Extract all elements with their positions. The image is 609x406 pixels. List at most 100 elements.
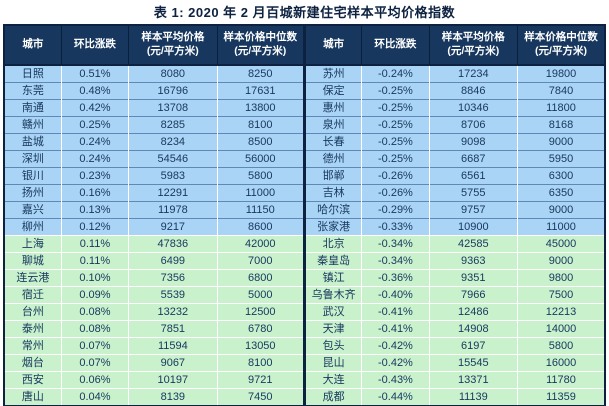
avg-price-cell: 42585 xyxy=(429,235,519,253)
city-cell: 哈尔滨 xyxy=(304,201,363,219)
table-row: 台州 0.08% 13232 12500 武汉 -0.41% 12486 12213 xyxy=(4,303,606,321)
avg-price-cell: 17234 xyxy=(429,64,519,83)
table-row: 赣州 0.25% 8285 8100 泉州 -0.25% 8706 8168 xyxy=(4,116,606,134)
mom-change-cell: 0.48% xyxy=(61,82,130,100)
mom-change-cell: 0.08% xyxy=(61,303,130,321)
median-price-cell: 17631 xyxy=(217,82,306,100)
avg-price-cell: 9067 xyxy=(128,354,218,372)
city-cell: 柳州 xyxy=(4,218,62,236)
median-price-cell: 13800 xyxy=(217,99,306,117)
avg-price-cell: 5983 xyxy=(128,167,218,185)
avg-price-cell: 11139 xyxy=(429,388,519,406)
table-row: 烟台 0.07% 9067 8100 昆山 -0.42% 15545 16000 xyxy=(4,354,606,372)
city-cell: 泰州 xyxy=(4,320,62,338)
median-price-cell: 56000 xyxy=(217,150,306,168)
col-header-city-left: 城市 xyxy=(3,24,62,66)
city-cell: 德州 xyxy=(304,150,363,168)
city-cell: 烟台 xyxy=(4,354,62,372)
mom-change-cell: 0.42% xyxy=(61,99,130,117)
city-cell: 武汉 xyxy=(304,303,363,321)
median-price-cell: 42000 xyxy=(217,235,306,253)
mom-change-cell: -0.40% xyxy=(361,286,430,304)
avg-price-cell: 6687 xyxy=(429,150,519,168)
city-cell: 泉州 xyxy=(304,116,363,134)
mom-change-cell: -0.42% xyxy=(361,337,430,355)
mom-change-cell: 0.12% xyxy=(61,218,130,236)
city-cell: 昆山 xyxy=(304,354,363,372)
city-cell: 长春 xyxy=(304,133,363,151)
table-row: 连云港 0.10% 7356 6800 镇江 -0.36% 9351 9800 xyxy=(4,269,606,287)
median-price-cell: 5000 xyxy=(217,286,306,304)
avg-price-cell: 5755 xyxy=(429,184,519,202)
avg-price-cell: 9217 xyxy=(128,218,218,236)
table-row: 泰州 0.08% 7851 6780 天津 -0.41% 14908 14000 xyxy=(4,320,606,338)
city-cell: 银川 xyxy=(4,167,62,185)
median-price-cell: 6780 xyxy=(217,320,306,338)
mom-change-cell: -0.33% xyxy=(361,218,430,236)
median-price-cell: 45000 xyxy=(517,235,606,253)
median-price-cell: 11000 xyxy=(517,218,606,236)
avg-price-cell: 8706 xyxy=(429,116,519,134)
mom-change-cell: -0.25% xyxy=(361,133,430,151)
avg-price-cell: 8080 xyxy=(128,64,218,83)
mom-change-cell: -0.43% xyxy=(361,371,430,389)
city-cell: 乌鲁木齐 xyxy=(304,286,363,304)
avg-price-cell: 6499 xyxy=(128,252,218,270)
table-row: 唐山 0.04% 8139 7450 成都 -0.44% 11139 11359 xyxy=(4,388,606,406)
mom-change-cell: -0.41% xyxy=(361,320,430,338)
median-price-cell: 5800 xyxy=(217,167,306,185)
mom-change-cell: 0.06% xyxy=(61,371,130,389)
mom-change-cell: -0.25% xyxy=(361,150,430,168)
mom-change-cell: -0.34% xyxy=(361,252,430,270)
city-cell: 秦皇岛 xyxy=(304,252,363,270)
city-cell: 唐山 xyxy=(4,388,62,406)
median-price-cell: 6350 xyxy=(517,184,606,202)
avg-price-cell: 12291 xyxy=(128,184,218,202)
median-price-cell: 11780 xyxy=(517,371,606,389)
avg-price-cell: 13371 xyxy=(429,371,519,389)
mom-change-cell: -0.44% xyxy=(361,388,430,406)
city-cell: 惠州 xyxy=(304,99,363,117)
avg-price-cell: 8139 xyxy=(128,388,218,406)
city-cell: 连云港 xyxy=(4,269,62,287)
avg-price-cell: 7356 xyxy=(128,269,218,287)
avg-price-cell: 13232 xyxy=(128,303,218,321)
city-cell: 北京 xyxy=(304,235,363,253)
city-cell: 包头 xyxy=(304,337,363,355)
avg-price-cell: 5539 xyxy=(128,286,218,304)
avg-price-cell: 9098 xyxy=(429,133,519,151)
mom-change-cell: -0.25% xyxy=(361,116,430,134)
median-price-cell: 8500 xyxy=(217,133,306,151)
city-cell: 赣州 xyxy=(4,116,62,134)
city-cell: 镇江 xyxy=(304,269,363,287)
avg-price-cell: 8285 xyxy=(128,116,218,134)
mom-change-cell: -0.29% xyxy=(361,201,430,219)
city-cell: 西安 xyxy=(4,371,62,389)
header-row: 城市 环比涨跌 样本平均价格 (元/平方米) 样本价格中位数 (元/平方米) 城市 环比涨… xyxy=(3,24,606,66)
median-price-cell: 5800 xyxy=(517,337,606,355)
median-price-cell: 19800 xyxy=(517,64,606,83)
median-price-cell: 8168 xyxy=(517,116,606,134)
mom-change-cell: 0.51% xyxy=(61,64,130,83)
mom-change-cell: 0.07% xyxy=(61,337,130,355)
city-cell: 南通 xyxy=(4,99,62,117)
table-row: 聊城 0.11% 6499 7000 秦皇岛 -0.34% 9363 9000 xyxy=(4,252,606,270)
median-price-cell: 7500 xyxy=(517,286,606,304)
mom-change-cell: -0.25% xyxy=(361,99,430,117)
city-cell: 嘉兴 xyxy=(4,201,62,219)
city-cell: 聊城 xyxy=(4,252,62,270)
mom-change-cell: -0.42% xyxy=(361,354,430,372)
mom-change-cell: 0.23% xyxy=(61,167,130,185)
table-row: 扬州 0.16% 12291 11000 吉林 -0.26% 5755 6350 xyxy=(4,184,606,202)
avg-price-cell: 16796 xyxy=(128,82,218,100)
avg-price-cell: 47836 xyxy=(128,235,218,253)
table-body: 日照 0.51% 8080 8250 苏州 -0.24% 17234 19800 东莞 0.48%… xyxy=(4,64,606,406)
median-price-cell: 5950 xyxy=(517,150,606,168)
city-cell: 保定 xyxy=(304,82,363,100)
median-price-cell: 14000 xyxy=(517,320,606,338)
col-header-median-price-right: 样本价格中位数 (元/平方米) xyxy=(517,24,606,66)
mom-change-cell: 0.24% xyxy=(61,150,130,168)
median-price-cell: 11359 xyxy=(517,388,606,406)
avg-price-cell: 54546 xyxy=(128,150,218,168)
